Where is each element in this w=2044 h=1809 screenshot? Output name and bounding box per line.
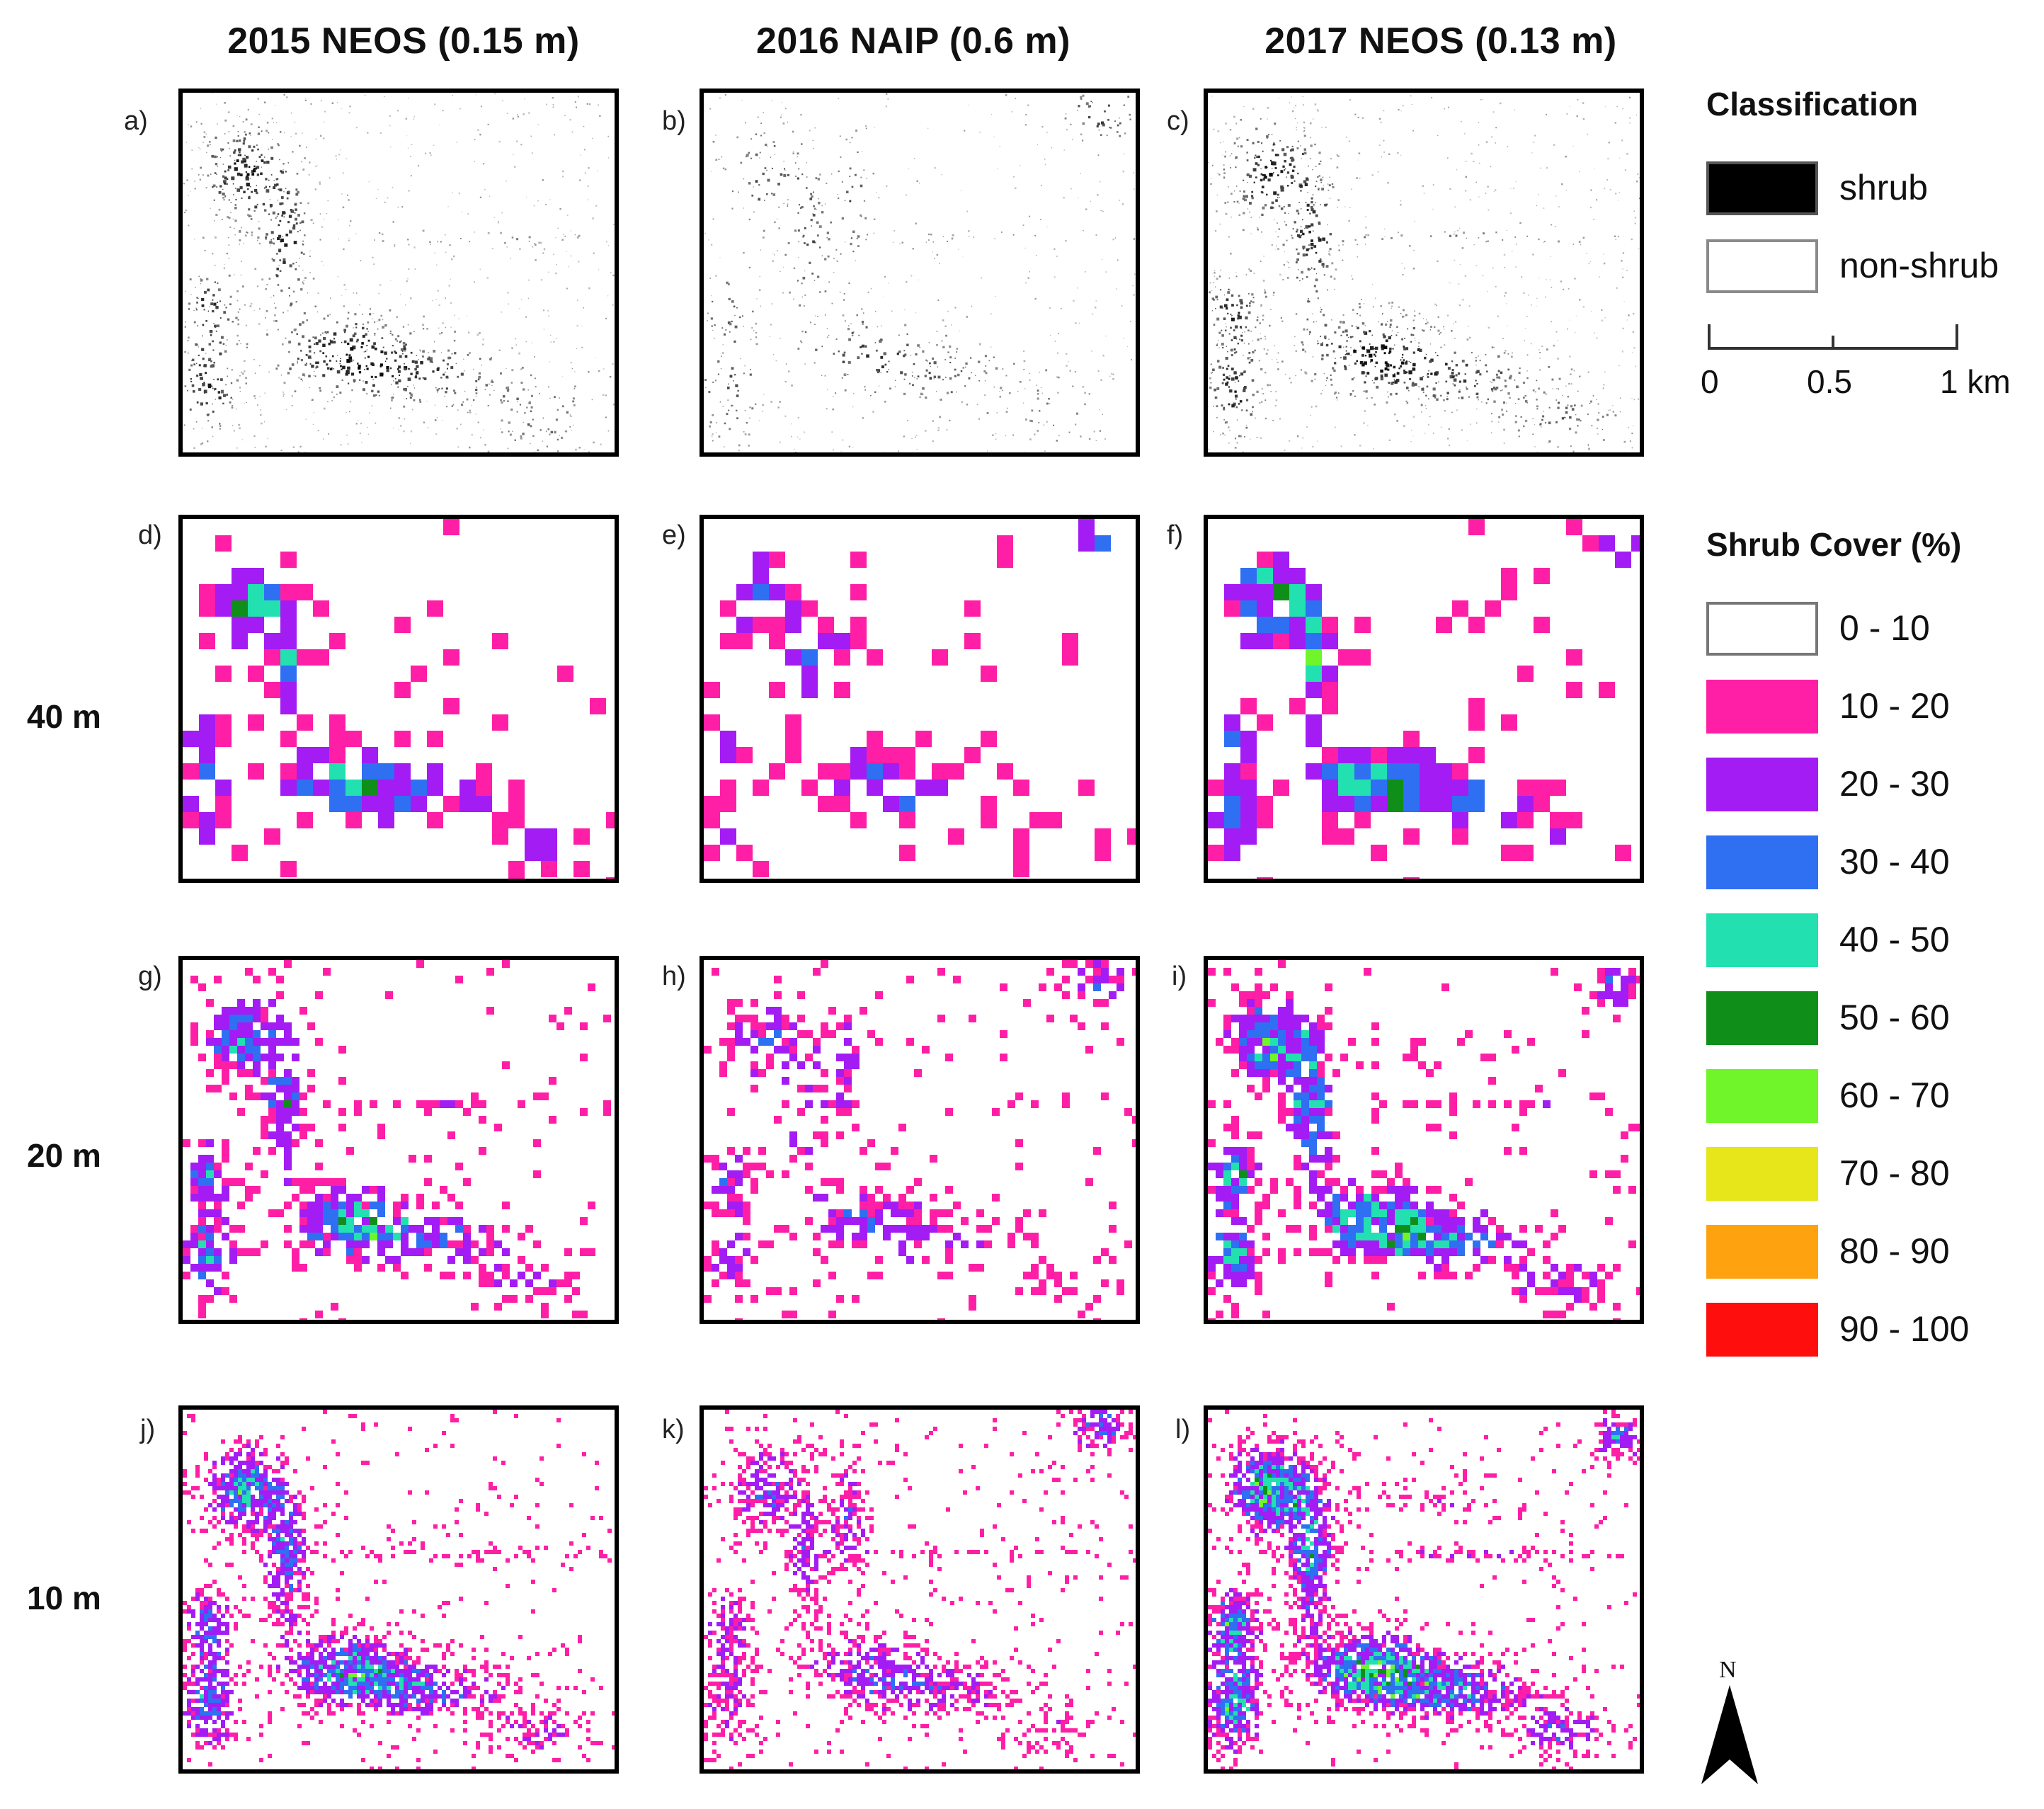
legend-swatch-shrub <box>1706 161 1818 215</box>
scale-label-1km: 1 km <box>1940 363 2011 400</box>
column-title-2017: 2017 NEOS (0.13 m) <box>1264 21 1617 62</box>
map-raster <box>183 93 615 452</box>
scale-bar: 0 0.5 1 km <box>1701 320 2011 400</box>
shrub-cover-legend-title: Shrub Cover (%) <box>1706 526 1962 563</box>
legend-label-cover-5: 50 - 60 <box>1839 998 1950 1037</box>
panel-letter-b: b) <box>662 106 686 136</box>
panel-g-cover-20m-2015 <box>178 956 619 1324</box>
panel-letter-a: a) <box>124 106 148 136</box>
panel-f-cover-40m-2017 <box>1204 515 1644 883</box>
legend-swatch-cover-3 <box>1706 835 1818 889</box>
panel-l-cover-10m-2017 <box>1204 1405 1644 1774</box>
map-raster <box>183 960 611 1320</box>
scale-bar-line <box>1708 324 1958 350</box>
legend-label-cover-6: 60 - 70 <box>1839 1075 1950 1115</box>
panel-letter-d: d) <box>138 520 162 550</box>
panel-a-classification-2015 <box>178 89 619 457</box>
panel-letter-h: h) <box>662 961 686 991</box>
legend-swatch-cover-8 <box>1706 1225 1818 1279</box>
panel-k-cover-10m-2016 <box>700 1405 1140 1774</box>
legend-swatch-cover-7 <box>1706 1147 1818 1201</box>
panel-b-classification-2016 <box>700 89 1140 457</box>
legend-swatch-cover-6 <box>1706 1069 1818 1123</box>
scale-label-0: 0 <box>1701 363 1719 400</box>
legend-label-cover-9: 90 - 100 <box>1839 1309 1970 1349</box>
legend-swatch-cover-9 <box>1706 1303 1818 1357</box>
map-raster <box>1208 95 1640 452</box>
scale-label-0-5: 0.5 <box>1807 363 1852 400</box>
row-label-40m: 40 m <box>27 698 101 735</box>
column-title-2015: 2015 NEOS (0.15 m) <box>227 21 580 62</box>
map-raster <box>704 960 1136 1320</box>
legend-label-cover-4: 40 - 50 <box>1839 920 1950 959</box>
panel-i-cover-20m-2017 <box>1204 956 1644 1324</box>
legend-label-shrub: shrub <box>1839 168 1929 207</box>
legend-label-cover-1: 10 - 20 <box>1839 686 1950 726</box>
map-raster <box>1208 960 1640 1320</box>
panel-letter-l: l) <box>1175 1415 1191 1444</box>
legend-label-cover-2: 20 - 30 <box>1839 764 1950 804</box>
map-raster <box>183 519 615 879</box>
row-label-10m: 10 m <box>27 1580 101 1616</box>
panel-j-cover-10m-2015 <box>178 1405 619 1774</box>
panel-letter-e: e) <box>662 520 686 550</box>
panel-letter-i: i) <box>1172 961 1187 991</box>
map-raster <box>704 1410 1136 1769</box>
legend-swatch-cover-0 <box>1706 602 1818 656</box>
north-arrow: N <box>1698 1657 1762 1791</box>
panel-letter-g: g) <box>138 961 162 991</box>
panel-letter-f: f) <box>1167 520 1184 550</box>
row-label-20m: 20 m <box>27 1137 101 1174</box>
column-title-2016: 2016 NAIP (0.6 m) <box>756 21 1070 62</box>
panel-letter-c: c) <box>1167 106 1189 136</box>
legend-label-cover-3: 30 - 40 <box>1839 842 1950 881</box>
map-raster <box>704 93 1136 452</box>
north-label: N <box>1719 1657 1737 1683</box>
legend-swatch-non-shrub <box>1706 239 1818 293</box>
north-arrow-icon <box>1701 1685 1758 1784</box>
legend-swatch-cover-5 <box>1706 991 1818 1045</box>
map-raster <box>1208 1410 1640 1769</box>
panel-c-classification-2017 <box>1204 89 1644 457</box>
classification-legend-title: Classification <box>1706 86 1919 122</box>
map-raster <box>183 1410 615 1769</box>
legend-label-cover-0: 0 - 10 <box>1839 608 1930 648</box>
legend-swatch-cover-4 <box>1706 913 1818 967</box>
panel-d-cover-40m-2015 <box>178 515 619 883</box>
panel-letter-k: k) <box>662 1415 685 1444</box>
legend-swatch-cover-1 <box>1706 680 1818 734</box>
legend-label-cover-7: 70 - 80 <box>1839 1153 1950 1193</box>
legend-swatch-cover-2 <box>1706 758 1818 811</box>
panel-letter-j: j) <box>140 1415 156 1444</box>
legend-label-non-shrub: non-shrub <box>1839 246 1999 285</box>
panel-h-cover-20m-2016 <box>700 956 1140 1324</box>
map-raster <box>1208 519 1640 879</box>
map-raster <box>704 519 1136 877</box>
panel-e-cover-40m-2016 <box>700 515 1140 883</box>
legend-label-cover-8: 80 - 90 <box>1839 1231 1950 1271</box>
